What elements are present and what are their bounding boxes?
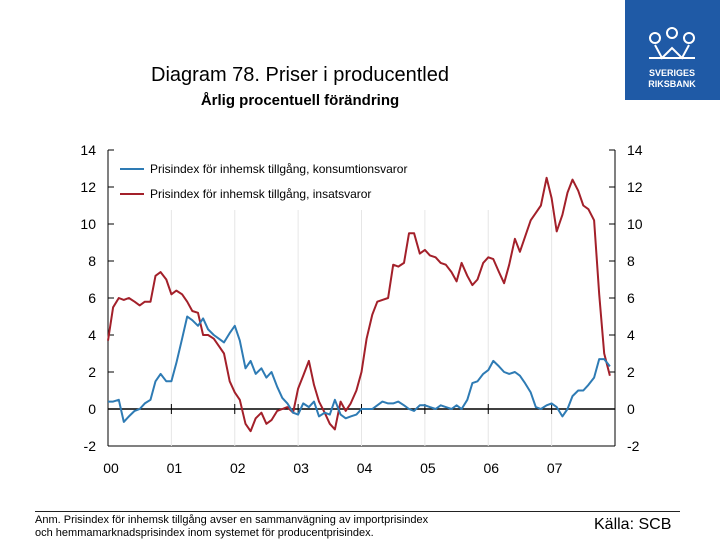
y-tick-label-right: 4 xyxy=(627,327,635,343)
y-tick-label-left: 0 xyxy=(88,401,96,417)
logo-text-1: SVERIGES xyxy=(649,68,695,78)
legend: Prisindex för inhemsk tillgång, konsumti… xyxy=(120,162,407,201)
y-tick-label-left: 14 xyxy=(80,142,96,158)
line-chart: Prisindex för inhemsk tillgång, konsumti… xyxy=(80,142,642,476)
x-tick-label: 06 xyxy=(483,460,499,476)
x-tick-label: 05 xyxy=(420,460,436,476)
x-tick-label: 00 xyxy=(103,460,119,476)
x-tick-label: 01 xyxy=(167,460,183,476)
footer-divider xyxy=(35,511,680,512)
series-line-input xyxy=(107,176,611,433)
y-tick-label-left: 8 xyxy=(88,253,96,269)
legend-label-input: Prisindex för inhemsk tillgång, insatsva… xyxy=(150,187,371,201)
x-tick-label: 03 xyxy=(293,460,309,476)
y-tick-label-right: 14 xyxy=(627,142,643,158)
riksbank-logo: SVERIGES RIKSBANK xyxy=(625,0,720,100)
y-tick-label-right: 12 xyxy=(627,179,643,195)
x-tick-label: 04 xyxy=(357,460,373,476)
x-tick-label: 02 xyxy=(230,460,246,476)
series-line-consumer xyxy=(108,315,611,423)
series-group xyxy=(107,176,611,433)
y-tick-label-left: 6 xyxy=(88,290,96,306)
y-tick-label-left: 10 xyxy=(80,216,96,232)
y-tick-label-left: -2 xyxy=(84,438,97,454)
y-tick-label-right: -2 xyxy=(627,438,640,454)
y-tick-label-right: 0 xyxy=(627,401,635,417)
y-tick-label-left: 2 xyxy=(88,364,96,380)
y-tick-label-left: 4 xyxy=(88,327,96,343)
chart-title: Diagram 78. Priser i producentled xyxy=(151,64,449,86)
y-tick-label-right: 10 xyxy=(627,216,643,232)
footnote-line-1: Anm. Prisindex för inhemsk tillgång avse… xyxy=(35,514,429,526)
chart-subtitle: Årlig procentuell förändring xyxy=(200,92,400,109)
footnote-line-2: och hemmamarknadsprisindex inom systemet… xyxy=(35,527,374,539)
logo-text-2: RIKSBANK xyxy=(648,79,696,89)
source-label: Källa: SCB xyxy=(594,516,672,533)
legend-label-consumer: Prisindex för inhemsk tillgång, konsumti… xyxy=(150,162,407,176)
footnote: Anm. Prisindex för inhemsk tillgång avse… xyxy=(35,514,555,540)
y-tick-label-right: 2 xyxy=(627,364,635,380)
y-tick-label-right: 6 xyxy=(627,290,635,306)
y-tick-label-left: 12 xyxy=(80,179,96,195)
riksbank-emblem-icon: SVERIGES RIKSBANK xyxy=(648,27,696,89)
x-tick-label: 07 xyxy=(547,460,563,476)
y-tick-label-right: 8 xyxy=(627,253,635,269)
